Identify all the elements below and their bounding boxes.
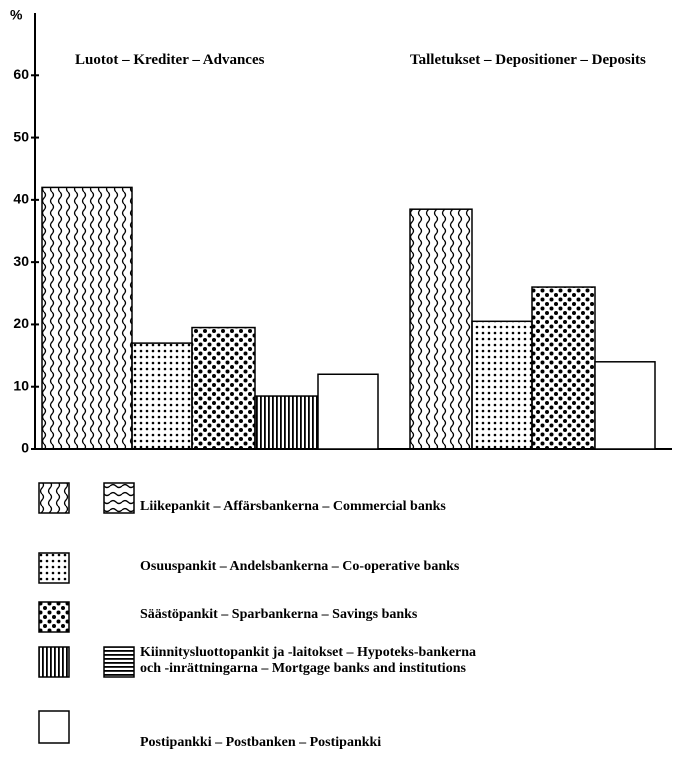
legend-label: Kiinnitysluottopankit ja -laitokset – Hy… [140, 645, 477, 676]
y-tick-label: 10 [13, 377, 29, 393]
y-tick-label: 0 [21, 440, 29, 456]
y-tick-label: 50 [13, 128, 29, 144]
bar [409, 208, 473, 450]
y-tick-label: 20 [13, 315, 29, 331]
category-label: Luotot – Krediter – Advances [75, 52, 265, 68]
legend-swatch [38, 482, 135, 514]
y-axis-label: % [10, 7, 23, 23]
legend-swatch [38, 601, 70, 633]
y-tick-label: 40 [13, 191, 29, 207]
bar [131, 342, 193, 450]
bar [594, 361, 656, 450]
legend-label: Postipankki – Postbanken – Postipankki [140, 735, 382, 750]
legend-label: Liikepankit – Affärsbankerna – Commercia… [140, 499, 446, 514]
bar [317, 373, 379, 450]
bar [254, 395, 319, 450]
legend-swatch [38, 710, 70, 744]
legend-swatch [38, 646, 135, 678]
bar [191, 326, 256, 450]
chart: % 0 10 20 30 40 50 60 [10, 7, 672, 456]
legend-label: Säästöpankit – Sparbankerna – Savings ba… [140, 607, 418, 622]
legend-label: Osuuspankit – Andelsbankerna – Co-operat… [140, 559, 460, 574]
bar [531, 286, 596, 450]
legend-swatch [38, 552, 70, 584]
y-tick-label: 30 [13, 253, 29, 269]
y-tick-label: 60 [13, 66, 29, 82]
bar [471, 320, 533, 450]
bar [41, 186, 133, 450]
category-label: Talletukset – Depositioner – Deposits [410, 52, 646, 68]
